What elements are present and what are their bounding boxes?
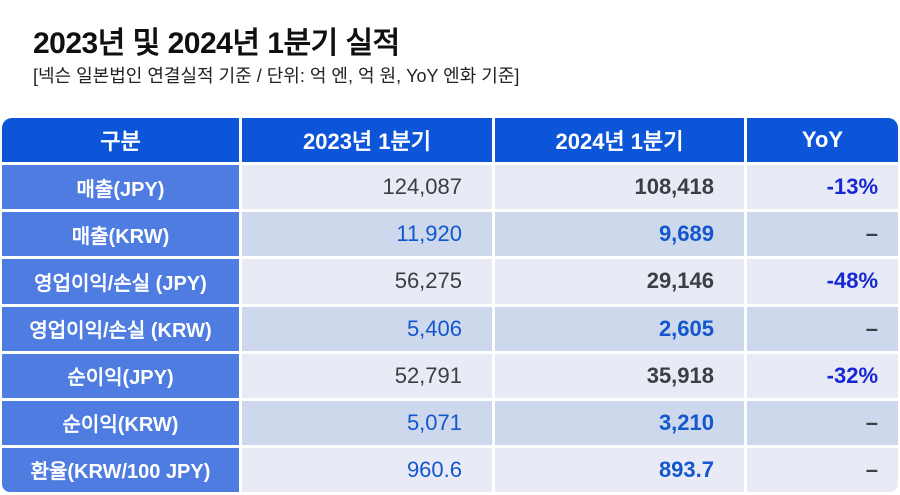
header-category: 구분 [2, 118, 239, 163]
value-2024-cell: 893.7 [495, 447, 744, 492]
value-2023-cell: 56,275 [242, 259, 492, 304]
page-title: 2023년 및 2024년 1분기 실적 [33, 27, 400, 60]
header-q1-2023: 2023년 1분기 [242, 118, 492, 163]
header-yoy: YoY [747, 118, 898, 163]
value-2023-cell: 5,071 [242, 400, 492, 445]
value-2024-cell: 108,418 [495, 165, 744, 210]
value-2024-cell: 3,210 [495, 400, 744, 445]
value-2024-cell: 2,605 [495, 306, 744, 351]
row-label-cell: 순이익(KRW) [2, 400, 239, 445]
row-label-cell: 매출(JPY) [2, 165, 239, 210]
yoy-cell: – [747, 212, 898, 257]
yoy-cell: -13% [747, 165, 898, 210]
row-label-cell: 환율(KRW/100 JPY) [2, 447, 239, 492]
value-2024-cell: 29,146 [495, 259, 744, 304]
yoy-cell: – [747, 447, 898, 492]
yoy-cell: – [747, 306, 898, 351]
yoy-cell: -32% [747, 353, 898, 398]
value-2023-cell: 52,791 [242, 353, 492, 398]
row-label-cell: 순이익(JPY) [2, 353, 239, 398]
page-subtitle: [넥슨 일본법인 연결실적 기준 / 단위: 억 엔, 억 원, YoY 엔화 … [33, 66, 520, 86]
value-2023-cell: 11,920 [242, 212, 492, 257]
row-label-cell: 영업이익/손실 (KRW) [2, 306, 239, 351]
row-label-cell: 매출(KRW) [2, 212, 239, 257]
header-q1-2024: 2024년 1분기 [495, 118, 744, 163]
results-table: 구분 2023년 1분기 2024년 1분기 YoY 매출(JPY) 124,08… [2, 118, 898, 492]
yoy-cell: – [747, 400, 898, 445]
row-label-cell: 영업이익/손실 (JPY) [2, 259, 239, 304]
value-2024-cell: 35,918 [495, 353, 744, 398]
value-2023-cell: 124,087 [242, 165, 492, 210]
yoy-cell: -48% [747, 259, 898, 304]
value-2024-cell: 9,689 [495, 212, 744, 257]
value-2023-cell: 960.6 [242, 447, 492, 492]
value-2023-cell: 5,406 [242, 306, 492, 351]
